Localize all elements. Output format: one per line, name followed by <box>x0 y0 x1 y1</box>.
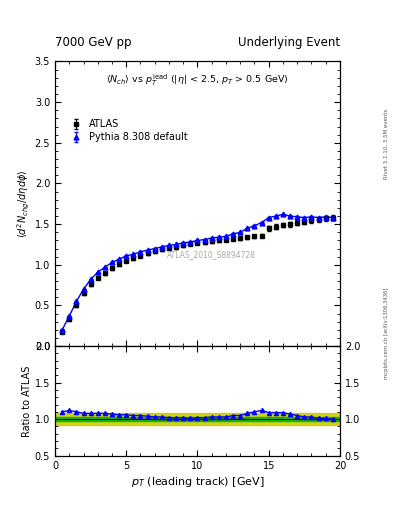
Text: ATLAS_2010_S8894728: ATLAS_2010_S8894728 <box>167 250 256 260</box>
Text: $\langle N_{ch}\rangle$ vs $p_T^{\,\mathrm{lead}}$ ($|\eta|$ < 2.5, $p_T$ > 0.5 : $\langle N_{ch}\rangle$ vs $p_T^{\,\math… <box>106 73 289 88</box>
Y-axis label: Ratio to ATLAS: Ratio to ATLAS <box>22 365 32 437</box>
Legend: ATLAS, Pythia 8.308 default: ATLAS, Pythia 8.308 default <box>66 118 189 144</box>
Text: mcplots.cern.ch [arXiv:1306.3436]: mcplots.cern.ch [arXiv:1306.3436] <box>384 287 389 378</box>
Text: Rivet 3.1.10, 3.5M events: Rivet 3.1.10, 3.5M events <box>384 108 389 179</box>
X-axis label: $p_T$ (leading track) [GeV]: $p_T$ (leading track) [GeV] <box>130 475 264 489</box>
Y-axis label: $\langle d^2 N_{chg}/d\eta d\phi \rangle$: $\langle d^2 N_{chg}/d\eta d\phi \rangle… <box>16 169 32 238</box>
Text: Underlying Event: Underlying Event <box>238 36 340 49</box>
Text: 7000 GeV pp: 7000 GeV pp <box>55 36 132 49</box>
